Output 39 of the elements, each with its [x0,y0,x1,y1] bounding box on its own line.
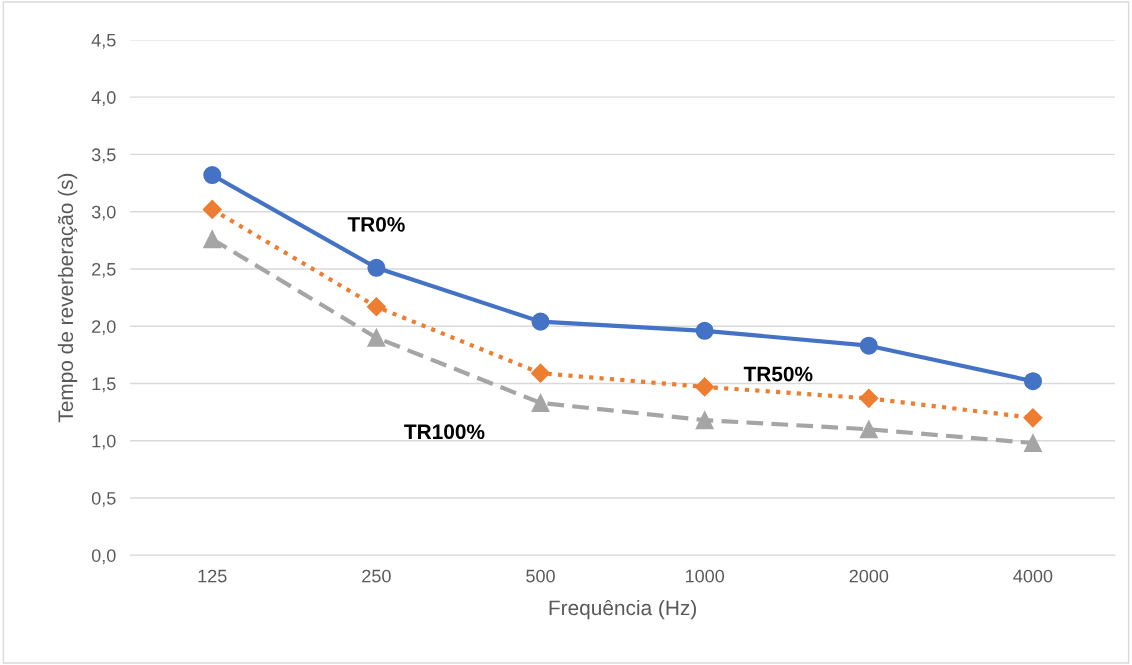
y-tick-label: 4,0 [91,91,116,107]
y-tick-label: 3,0 [91,205,116,221]
point [695,377,715,397]
y-tick-label: 4,5 [91,34,116,49]
point [695,321,714,340]
x-axis-title: Frequência (Hz) [549,599,696,620]
point [1023,372,1042,391]
point [1023,434,1042,453]
point [367,258,386,277]
y-tick-label: 0,0 [91,549,116,565]
series-label: TR50% [743,366,813,382]
point [1023,408,1043,428]
point [367,328,386,347]
point [695,411,714,430]
y-tick-label: 1,0 [92,434,116,450]
x-tick-label: 2000 [849,569,889,583]
y-tick-label: 3,5 [91,148,116,164]
y-tick-label: 0,5 [91,491,116,507]
x-tick-label: 125 [198,569,227,583]
x-tick-label: 1000 [685,569,725,583]
point [202,199,222,219]
point [530,363,551,383]
point [531,393,550,412]
point [531,312,550,331]
point [859,336,878,355]
series-label: TR100% [404,424,485,440]
y-tick-label: 1,5 [92,377,116,393]
point [859,420,878,439]
point [203,166,222,185]
x-tick-label: 4000 [1013,569,1053,583]
point [366,297,386,317]
y-axis-title: Tempo de reverberação (s) [57,173,78,423]
point [859,388,879,408]
y-tick-label: 2,5 [92,262,116,278]
x-tick-label: 500 [526,569,555,583]
point [203,230,222,249]
y-tick-label: 2,0 [92,320,116,336]
series-label: TR0% [347,216,405,232]
x-tick-label: 250 [362,569,391,583]
